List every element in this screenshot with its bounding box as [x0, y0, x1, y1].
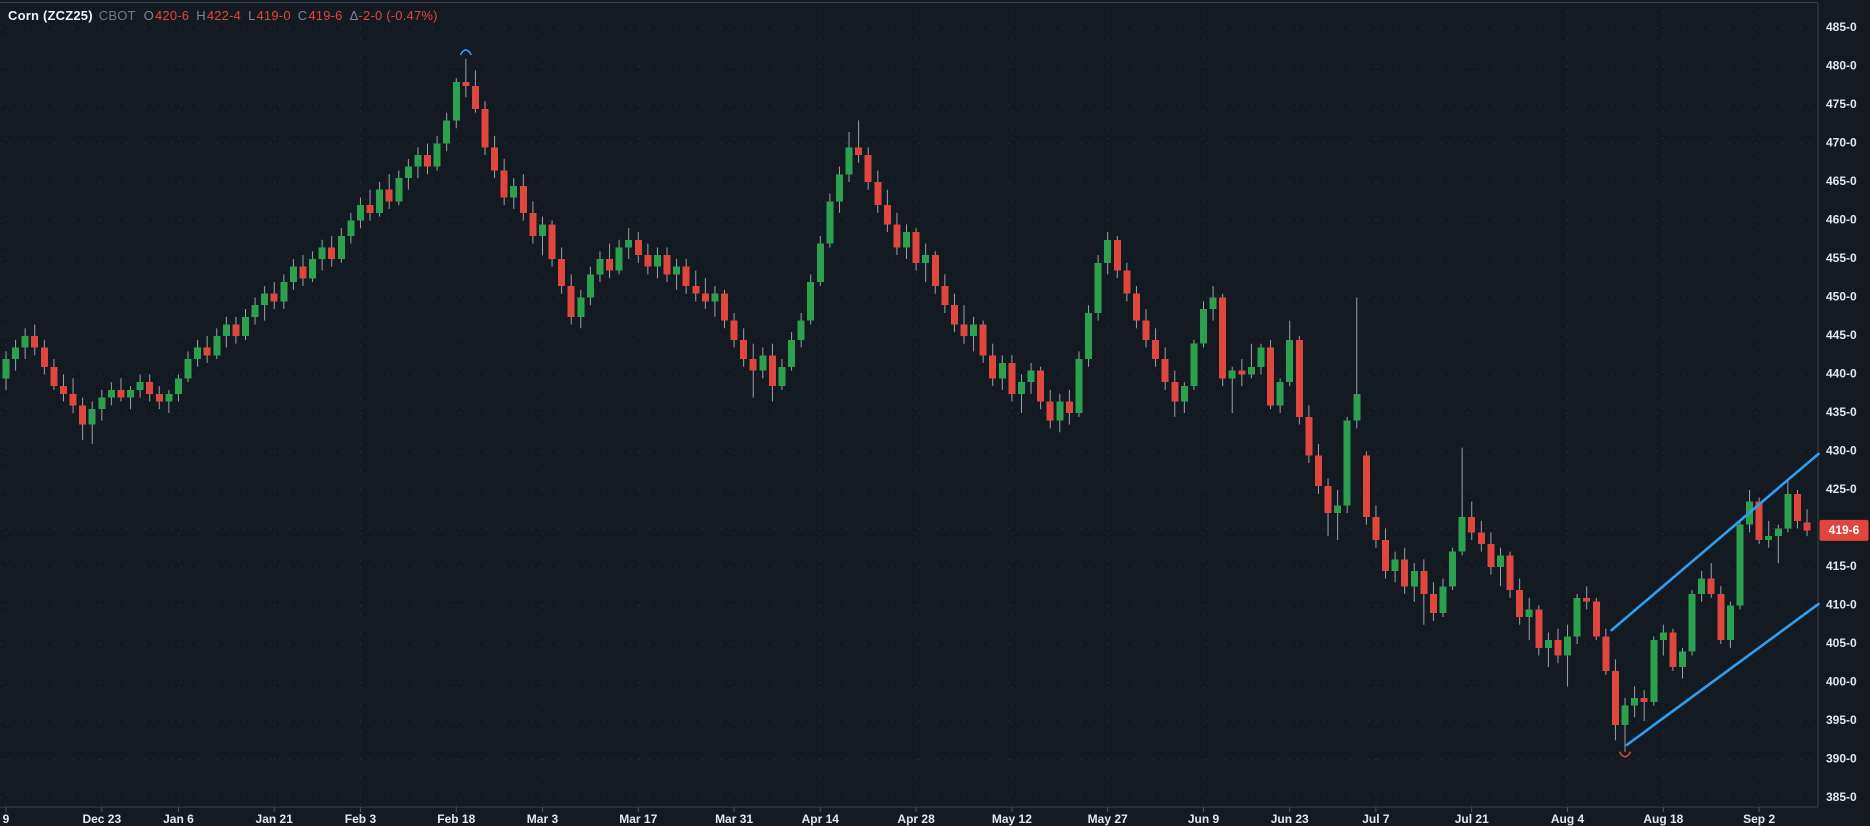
grid-layer: [0, 2, 1818, 807]
svg-text:Aug 18: Aug 18: [1643, 812, 1683, 826]
svg-text:Dec 23: Dec 23: [82, 812, 121, 826]
svg-text:May 27: May 27: [1088, 812, 1128, 826]
svg-text:450-0: 450-0: [1826, 290, 1857, 304]
svg-text:415-0: 415-0: [1826, 559, 1857, 573]
svg-text:May 12: May 12: [992, 812, 1032, 826]
svg-text:485-0: 485-0: [1826, 20, 1857, 34]
svg-text:455-0: 455-0: [1826, 251, 1857, 265]
svg-text:475-0: 475-0: [1826, 97, 1857, 111]
svg-text:Mar 17: Mar 17: [619, 812, 657, 826]
svg-text:465-0: 465-0: [1826, 174, 1857, 188]
svg-text:Apr 14: Apr 14: [802, 812, 840, 826]
svg-text:425-0: 425-0: [1826, 482, 1857, 496]
svg-text:385-0: 385-0: [1826, 790, 1857, 804]
svg-text:419-6: 419-6: [1829, 523, 1860, 537]
low-field-label: L: [248, 8, 256, 23]
svg-text:390-0: 390-0: [1826, 752, 1857, 766]
svg-text:430-0: 430-0: [1826, 444, 1857, 458]
y-axis-price-scale[interactable]: 485-0 480-0 475-0 470-0 465-0 460-0 455-0 450-0…: [1826, 20, 1857, 804]
svg-text:Apr 28: Apr 28: [897, 812, 935, 826]
svg-text:9: 9: [3, 812, 10, 826]
exchange-label: CBOT: [98, 8, 136, 23]
svg-text:Feb 18: Feb 18: [437, 812, 475, 826]
svg-text:445-0: 445-0: [1826, 328, 1857, 342]
high-field-label: H: [196, 8, 206, 23]
svg-text:Mar 31: Mar 31: [715, 812, 753, 826]
axis-frame: [0, 2, 1819, 808]
svg-text:Mar 3: Mar 3: [527, 812, 559, 826]
x-axis-time-scale[interactable]: 9 Dec 23 Jan 6 Jan 21 Feb 3 Feb 18 Mar 3 Mar 17…: [3, 807, 1776, 826]
symbol-name: Corn (ZCZ25): [8, 8, 93, 23]
svg-text:Jun 23: Jun 23: [1271, 812, 1309, 826]
svg-text:Sep 2: Sep 2: [1743, 812, 1775, 826]
svg-text:Jan 21: Jan 21: [256, 812, 294, 826]
svg-text:Jun 9: Jun 9: [1188, 812, 1220, 826]
open-field-label: O: [143, 8, 154, 23]
symbol-header: Corn (ZCZ25) CBOT O420-6 H422-4 L419-0 C419-6…: [8, 8, 438, 23]
svg-text:405-0: 405-0: [1826, 636, 1857, 650]
svg-text:460-0: 460-0: [1826, 213, 1857, 227]
swing-low-marker[interactable]: [1618, 751, 1632, 758]
svg-text:Feb 3: Feb 3: [345, 812, 377, 826]
svg-text:395-0: 395-0: [1826, 713, 1857, 727]
open-value: 420-6: [154, 8, 190, 23]
delta-symbol: Δ: [349, 8, 359, 23]
svg-text:435-0: 435-0: [1826, 405, 1857, 419]
svg-text:Aug 4: Aug 4: [1551, 812, 1585, 826]
delta-value: -2-0 (-0.47%): [358, 8, 438, 23]
close-value: 419-6: [308, 8, 343, 23]
svg-text:Jul 21: Jul 21: [1455, 812, 1489, 826]
svg-text:400-0: 400-0: [1826, 675, 1857, 689]
close-field-label: C: [297, 8, 308, 23]
high-value: 422-4: [206, 8, 242, 23]
svg-text:Jan 6: Jan 6: [163, 812, 194, 826]
last-price-badge: 419-6: [1819, 519, 1869, 541]
low-value: 419-0: [256, 8, 291, 23]
swing-high-marker[interactable]: [459, 49, 473, 56]
svg-text:410-0: 410-0: [1826, 598, 1857, 612]
svg-text:Jul 7: Jul 7: [1362, 812, 1390, 826]
trend-channel[interactable]: [1610, 452, 1820, 747]
svg-text:470-0: 470-0: [1826, 136, 1857, 150]
candles-layer: [2, 58, 1811, 752]
svg-text:440-0: 440-0: [1826, 367, 1857, 381]
svg-text:480-0: 480-0: [1826, 59, 1857, 73]
